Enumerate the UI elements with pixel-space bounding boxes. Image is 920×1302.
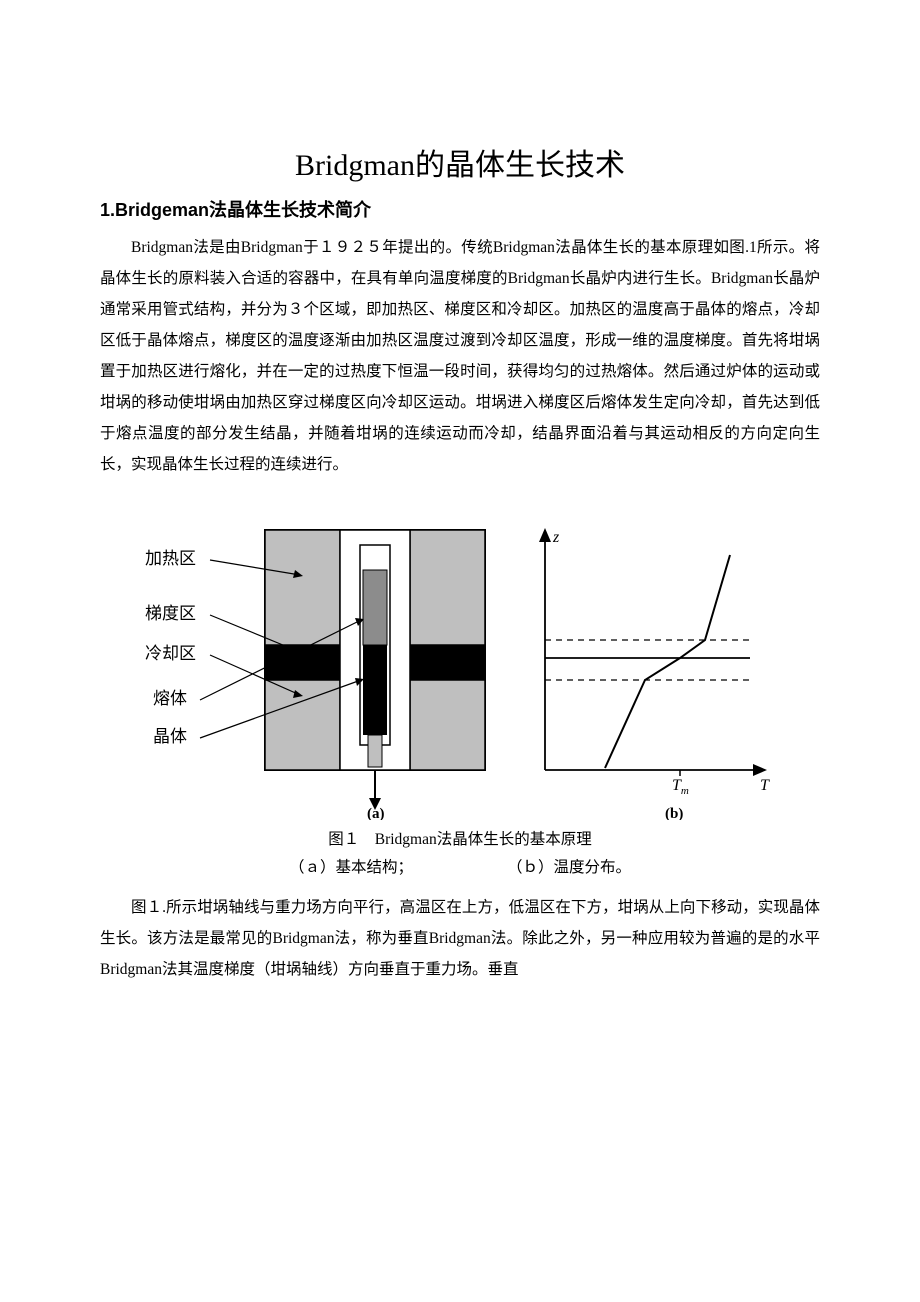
figure-1-caption-a: （ａ）基本结构；	[289, 854, 413, 882]
figure-1a-svg: 加热区 梯度区 冷却区 熔体 晶体 (a)	[135, 520, 505, 820]
label-sub-b: (b)	[665, 806, 683, 820]
document-title: Bridgman的晶体生长技术	[100, 140, 820, 184]
page: Bridgman的晶体生长技术 1.Bridgeman法晶体生长技术简介 Bri…	[0, 0, 920, 1049]
label-heat-zone: 加热区	[145, 549, 196, 568]
paragraph-1: Bridgman法是由Bridgman于１９２５年提出的。传统Bridgman法…	[100, 232, 820, 480]
figure-1-row: 加热区 梯度区 冷却区 熔体 晶体 (a)	[100, 520, 820, 820]
label-z-axis: z	[552, 529, 560, 546]
section-1-heading: 1.Bridgeman法晶体生长技术简介	[100, 196, 820, 222]
figure-1-caption-main: 图１ Bridgman法晶体生长的基本原理	[100, 826, 820, 854]
label-gradient-zone: 梯度区	[145, 604, 196, 623]
label-crystal: 晶体	[153, 727, 187, 746]
label-T-axis: T	[760, 777, 770, 794]
figure-1b-svg: z T Tm (b)	[505, 520, 785, 820]
figure-1-caption-b: （ｂ）温度分布。	[507, 854, 631, 882]
figure-1: 加热区 梯度区 冷却区 熔体 晶体 (a)	[100, 520, 820, 882]
label-sub-a: (a)	[367, 806, 385, 820]
figure-1-caption: 图１ Bridgman法晶体生长的基本原理 （ａ）基本结构； （ｂ）温度分布。	[100, 826, 820, 882]
label-cool-zone: 冷却区	[145, 644, 196, 663]
label-Tm: Tm	[672, 777, 689, 797]
paragraph-2: 图１.所示坩埚轴线与重力场方向平行，高温区在上方，低温区在下方，坩埚从上向下移动…	[100, 892, 820, 985]
label-melt: 熔体	[153, 689, 187, 708]
